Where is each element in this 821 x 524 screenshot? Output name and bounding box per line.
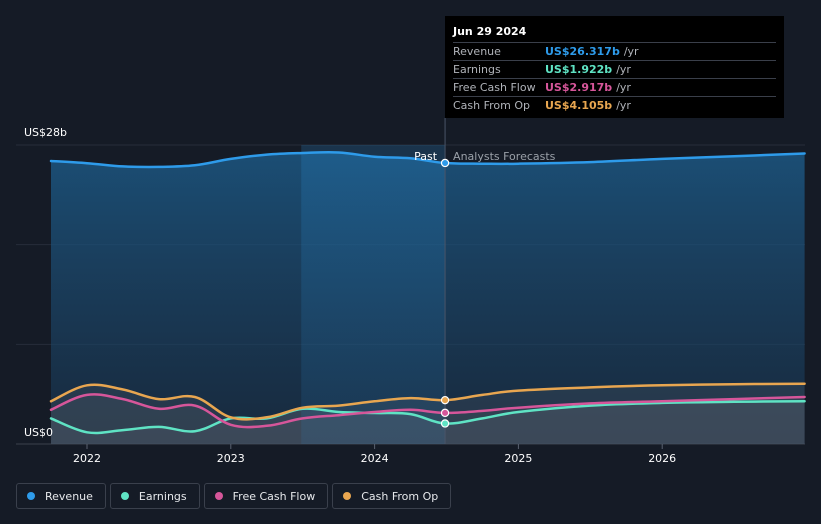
y-axis-label-top: US$28b <box>24 126 67 139</box>
marker-cash-from-op <box>440 395 450 405</box>
tooltip-row-value: US$26.317b <box>545 45 620 58</box>
line-cash-from-op <box>49 382 806 421</box>
legend-label: Free Cash Flow <box>232 489 316 503</box>
legend-label: Cash From Op <box>361 489 439 503</box>
chart-legend: Revenue Earnings Free Cash Flow Cash From O… <box>16 483 452 511</box>
marker-free-cash-flow <box>440 408 450 418</box>
y-axis-label-bottom: US$0 <box>24 426 53 439</box>
legend-dot-icon <box>27 492 35 500</box>
past-highlight-region <box>301 145 446 444</box>
legend-label: Revenue <box>45 489 93 503</box>
legend-dot-icon <box>214 492 223 500</box>
data-tooltip: Jun 29 2024 Revenue US$26.317b/yr Earnings… <box>445 16 784 118</box>
legend-item-revenue[interactable]: Revenue <box>16 483 106 509</box>
legend-dot-icon <box>120 492 129 500</box>
tooltip-row-value: US$1.922b <box>545 63 613 76</box>
line-free-cash-flow <box>49 393 806 429</box>
tooltip-row: Free Cash Flow US$2.917b/yr <box>453 78 776 96</box>
tooltip-row-unit: /yr <box>616 63 631 76</box>
x-tick-label: 2024 <box>361 452 389 465</box>
tooltip-row-value: US$2.917b <box>545 81 613 94</box>
tooltip-row-unit: /yr <box>623 45 639 58</box>
tooltip-row: Earnings US$1.922b/yr <box>453 60 776 78</box>
tooltip-row-unit: /yr <box>616 81 631 94</box>
forecast-label: Analysts Forecasts <box>453 150 556 163</box>
tooltip-row-label: Earnings <box>453 63 501 76</box>
tooltip-date: Jun 29 2024 <box>453 25 527 38</box>
marker-earnings <box>440 419 450 428</box>
tooltip-row-label: Revenue <box>453 45 501 58</box>
tooltip-row-unit: /yr <box>616 99 631 112</box>
tooltip-row: Revenue US$26.317b/yr <box>453 42 776 60</box>
past-label: Past <box>414 150 438 163</box>
x-axis-ticks: 2022 2023 2024 2025 2026 <box>73 444 676 465</box>
legend-item-earnings[interactable]: Earnings <box>109 483 200 509</box>
x-tick-label: 2023 <box>217 452 245 465</box>
legend-dot-icon <box>343 492 352 500</box>
tooltip-markers <box>440 158 450 428</box>
series-lines <box>49 150 806 435</box>
tooltip-row-value: US$4.105b <box>545 99 613 112</box>
legend-item-free-cash-flow[interactable]: Free Cash Flow <box>203 483 329 509</box>
marker-revenue <box>440 158 450 168</box>
legend-item-cash-from-op[interactable]: Cash From Op <box>332 483 452 509</box>
x-tick-label: 2022 <box>73 452 101 465</box>
tooltip-row: Cash From Op US$4.105b/yr <box>453 96 776 114</box>
legend-label: Earnings <box>138 489 187 503</box>
x-tick-label: 2026 <box>648 452 676 465</box>
line-revenue <box>49 150 806 169</box>
x-tick-label: 2025 <box>504 452 532 465</box>
tooltip-row-label: Cash From Op <box>453 99 531 112</box>
tooltip-row-label: Free Cash Flow <box>453 81 536 94</box>
